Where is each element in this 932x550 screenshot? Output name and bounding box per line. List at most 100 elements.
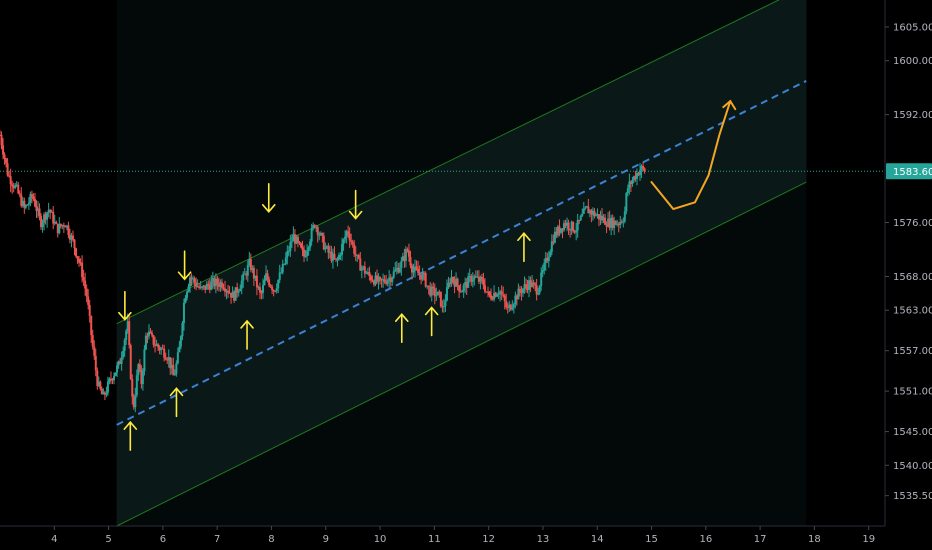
- candle-body-292: [442, 305, 445, 307]
- candle-body-118: [178, 346, 181, 353]
- candle-body-419: [635, 172, 638, 179]
- candle-body-200: [303, 249, 306, 257]
- candle-body-257: [389, 277, 392, 282]
- candle-body-55: [82, 277, 85, 281]
- candle-body-92: [138, 364, 141, 370]
- candle-body-150: [227, 290, 230, 293]
- candle-body-325: [493, 293, 496, 300]
- candle-body-286: [433, 288, 436, 297]
- candle-body-314: [476, 276, 479, 278]
- candle-body-155: [234, 287, 237, 301]
- candle-body-194: [293, 234, 296, 244]
- candle-body-372: [564, 223, 567, 226]
- candle-body-43: [64, 226, 67, 228]
- candle-body-228: [345, 231, 348, 237]
- candle-body-169: [255, 275, 258, 288]
- candle-body-253: [383, 279, 386, 283]
- x-tick-label-15: 19: [862, 534, 875, 545]
- candle-body-61: [91, 335, 94, 347]
- candle-body-385: [584, 207, 587, 209]
- candle-body-239: [362, 266, 365, 268]
- candle-body-424: [643, 168, 646, 172]
- x-tick-label-6: 10: [374, 534, 387, 545]
- candle-body-65: [97, 381, 100, 386]
- candle-body-144: [217, 284, 220, 287]
- candle-body-310: [470, 275, 473, 282]
- candle-body-291: [441, 306, 444, 308]
- candle-body-102: [154, 344, 157, 346]
- candle-body-339: [514, 295, 517, 305]
- candle-body-279: [423, 273, 426, 275]
- candle-body-164: [248, 259, 251, 266]
- candle-body-258: [391, 277, 394, 282]
- candle-body-219: [331, 253, 334, 261]
- candle-body-320: [485, 291, 488, 293]
- candle-body-275: [417, 268, 420, 274]
- candle-body-154: [233, 291, 236, 301]
- annotation-arrow-up-9: [517, 232, 531, 263]
- y-tick-label-8: 1545.00: [893, 427, 932, 438]
- candle-body-220: [333, 253, 336, 259]
- candle-body-304: [461, 291, 464, 293]
- y-tick-label-10: 1535.50: [893, 491, 932, 502]
- candle-body-1: [0, 134, 3, 146]
- candle-body-227: [344, 236, 347, 240]
- candle-body-234: [354, 253, 357, 256]
- candle-body-268: [406, 249, 409, 251]
- candle-body-387: [587, 206, 590, 214]
- candle-body-149: [225, 290, 228, 292]
- candle-body-284: [430, 286, 433, 296]
- candle-body-82: [123, 339, 126, 351]
- candle-body-245: [371, 280, 374, 282]
- candle-body-370: [561, 228, 564, 231]
- candle-body-180: [272, 290, 275, 292]
- candle-body-197: [298, 241, 301, 244]
- candle-body-70: [105, 392, 108, 395]
- candle-body-296: [448, 282, 451, 284]
- candle-body-121: [182, 302, 185, 324]
- candle-body-392: [594, 215, 597, 217]
- candle-body-303: [459, 291, 462, 293]
- candle-body-272: [412, 270, 415, 273]
- candle-body-87: [131, 379, 134, 397]
- candle-body-2: [2, 145, 5, 155]
- x-tick-label-12: 16: [699, 534, 712, 545]
- candle-body-330: [500, 291, 503, 295]
- candle-body-335: [508, 304, 511, 308]
- candle-body-66: [99, 381, 102, 389]
- channel-middle-dashed-line: [116, 80, 807, 426]
- candle-body-416: [631, 180, 634, 184]
- candle-body-45: [67, 225, 70, 235]
- candle-body-73: [109, 378, 112, 380]
- candle-body-277: [420, 274, 423, 280]
- candle-body-170: [257, 287, 260, 289]
- candle-body-22: [32, 196, 35, 199]
- candle-body-125: [189, 277, 192, 287]
- candle-body-109: [164, 357, 167, 360]
- candle-body-68: [102, 392, 105, 395]
- candle-body-256: [388, 277, 391, 281]
- candle-body-243: [368, 271, 371, 277]
- candle-body-400: [607, 218, 610, 227]
- candle-body-85: [128, 321, 131, 346]
- candle-body-29: [43, 214, 46, 223]
- candle-body-393: [596, 214, 599, 216]
- candle-body-240: [363, 266, 366, 274]
- candle-body-106: [160, 348, 163, 351]
- candle-body-67: [100, 388, 103, 395]
- x-tick-label-0: 4: [51, 534, 57, 545]
- candle-body-127: [192, 278, 195, 280]
- candle-body-126: [190, 277, 193, 279]
- candle-body-365: [553, 231, 556, 243]
- candle-body-101: [152, 335, 155, 345]
- candle-body-133: [201, 286, 204, 288]
- candle-body-246: [372, 281, 375, 285]
- candle-body-333: [505, 301, 508, 308]
- candle-body-423: [642, 165, 645, 169]
- candle-body-231: [350, 240, 353, 242]
- x-tick-label-8: 12: [482, 534, 495, 545]
- candle-body-414: [628, 181, 631, 189]
- x-tick-label-2: 6: [160, 534, 166, 545]
- candle-body-383: [581, 213, 584, 217]
- candle-body-49: [73, 239, 76, 249]
